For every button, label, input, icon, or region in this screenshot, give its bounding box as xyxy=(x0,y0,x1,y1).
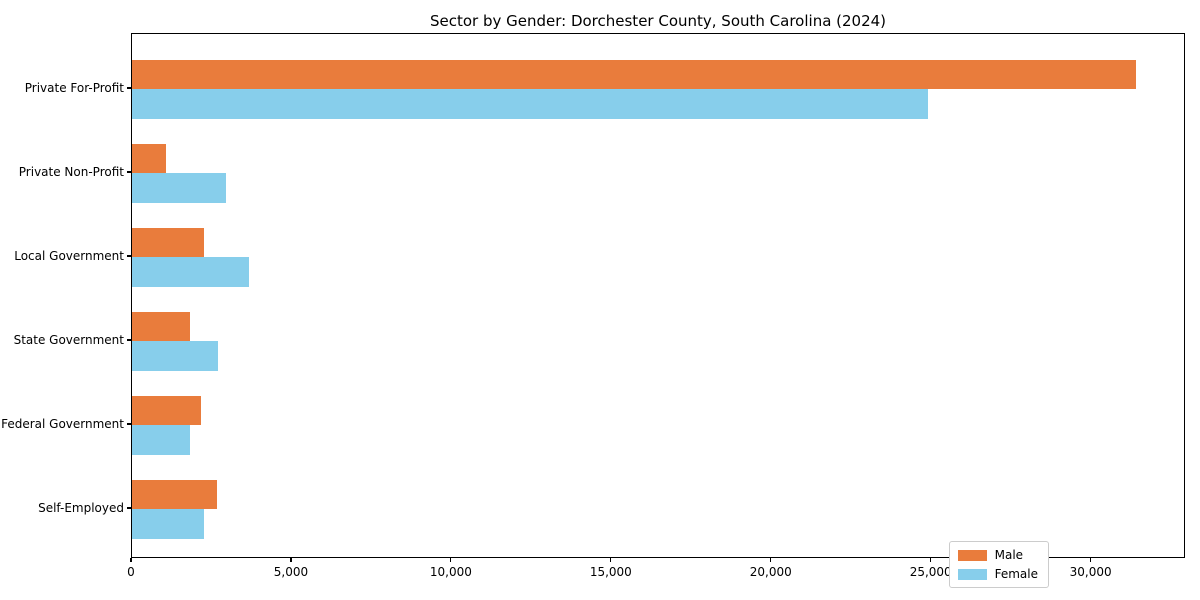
y-tick-mark xyxy=(127,507,131,509)
bar-female-2 xyxy=(132,173,227,203)
x-tick-label: 0 xyxy=(127,565,135,579)
x-tick-label: 30,000 xyxy=(1069,565,1112,579)
y-tick-mark xyxy=(127,255,131,257)
x-tick-mark xyxy=(930,558,932,562)
bar-female-5 xyxy=(132,425,190,455)
legend-entry-male: Male xyxy=(957,548,1038,562)
x-tick-label: 5,000 xyxy=(273,565,309,579)
y-tick-label: Federal Government xyxy=(1,417,124,431)
plot-area: Male Female xyxy=(131,33,1185,588)
bar-female-3 xyxy=(132,257,249,287)
y-tick-label: Private Non-Profit xyxy=(18,165,124,179)
bar-female-1 xyxy=(132,89,929,119)
y-tick-mark xyxy=(127,423,131,425)
legend-swatch-female xyxy=(957,568,987,580)
bar-male-2 xyxy=(132,143,166,173)
bar-male-3 xyxy=(132,227,204,257)
bar-female-6 xyxy=(132,509,204,539)
bar-male-1 xyxy=(132,59,1137,89)
legend: Male Female xyxy=(948,541,1049,588)
legend-label: Male xyxy=(994,548,1024,562)
y-tick-mark xyxy=(127,171,131,173)
y-tick-mark xyxy=(127,339,131,341)
x-tick-mark xyxy=(130,558,132,562)
legend-entry-female: Female xyxy=(957,567,1038,581)
bar-male-4 xyxy=(132,311,190,341)
x-tick-label: 25,000 xyxy=(909,565,952,579)
bars-layer xyxy=(132,34,1184,557)
chart-title: Sector by Gender: Dorchester County, Sou… xyxy=(429,12,887,30)
x-tick-mark xyxy=(450,558,452,562)
legend-label: Female xyxy=(994,567,1038,581)
x-tick-mark xyxy=(1090,558,1092,562)
bar-female-4 xyxy=(132,341,219,371)
x-tick-label: 10,000 xyxy=(429,565,472,579)
y-tick-label: Private For-Profit xyxy=(24,81,124,95)
x-tick-label: 20,000 xyxy=(749,565,792,579)
bar-male-5 xyxy=(132,395,201,425)
y-tick-label: State Government xyxy=(13,333,124,347)
x-tick-mark xyxy=(770,558,772,562)
x-tick-mark xyxy=(610,558,612,562)
y-tick-mark xyxy=(127,87,131,89)
y-tick-label: Self-Employed xyxy=(38,501,124,515)
y-tick-label: Local Government xyxy=(14,249,124,263)
x-tick-mark xyxy=(290,558,292,562)
bar-male-6 xyxy=(132,479,217,509)
x-tick-label: 15,000 xyxy=(589,565,632,579)
legend-swatch-male xyxy=(957,549,987,561)
